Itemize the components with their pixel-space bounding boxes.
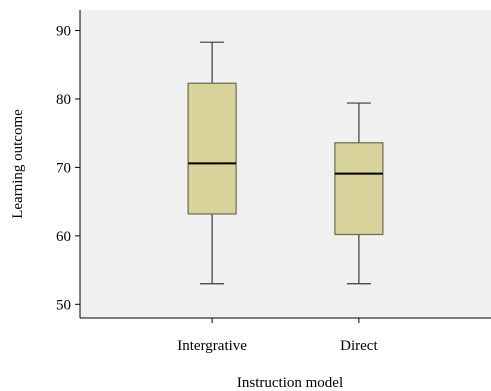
box-group-direct <box>334 102 384 285</box>
x-category-label: Direct <box>340 338 378 354</box>
y-tick-label: 60 <box>56 229 71 245</box>
boxes <box>187 41 384 285</box>
iqr-box <box>334 142 384 236</box>
y-tick-label: 90 <box>56 24 71 40</box>
y-axis: 50 60 70 80 90 <box>56 10 81 318</box>
x-category-label: Intergrative <box>177 338 247 354</box>
box-group-intergrative <box>187 41 237 285</box>
y-tick-label: 50 <box>56 297 71 313</box>
iqr-box <box>187 82 237 215</box>
y-axis-title: Learning outcome <box>10 109 26 219</box>
y-tick-label: 80 <box>56 92 71 108</box>
x-axis: Intergrative Direct <box>80 317 491 354</box>
x-axis-title: Instruction model <box>237 375 343 391</box>
plot-area <box>80 10 491 318</box>
y-tick-label: 70 <box>56 160 71 176</box>
